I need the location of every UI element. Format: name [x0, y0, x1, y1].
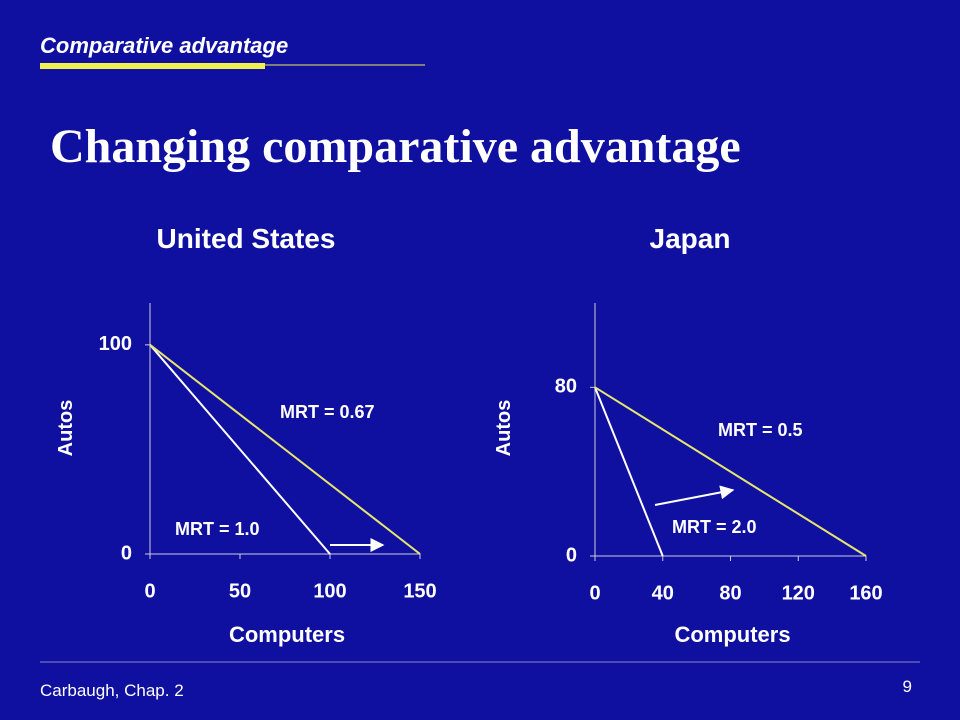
y-tick-label: 0	[121, 542, 132, 564]
series-line	[149, 344, 331, 555]
y-tick-label: 80	[555, 376, 577, 398]
y-tick-label: 100	[99, 333, 132, 355]
x-tick-label: 80	[719, 582, 741, 604]
series-line	[594, 386, 664, 557]
x-tick-label: 40	[652, 582, 674, 604]
annotation: MRT = 0.67	[280, 402, 375, 422]
y-axis-label: Autos	[493, 400, 515, 457]
chart-title: United States	[157, 223, 336, 254]
chart-title: Japan	[650, 223, 731, 254]
x-tick-label: 150	[403, 580, 436, 602]
x-axis-label: Computers	[674, 622, 790, 647]
x-tick-label: 50	[229, 580, 251, 602]
y-axis-label: Autos	[55, 400, 77, 457]
annotation: MRT = 2.0	[672, 517, 757, 537]
slide-title: Changing comparative advantage	[50, 120, 741, 173]
x-tick-label: 0	[144, 580, 155, 602]
x-tick-label: 160	[849, 582, 882, 604]
series-line	[594, 386, 867, 557]
x-tick-label: 0	[589, 582, 600, 604]
page-number: 9	[903, 677, 912, 696]
x-axis-label: Computers	[229, 622, 345, 647]
section-title: Comparative advantage	[40, 33, 288, 58]
series-line	[149, 344, 421, 555]
annotation: MRT = 1.0	[175, 519, 260, 539]
shift-arrow	[654, 485, 735, 506]
y-tick-label: 0	[566, 544, 577, 566]
annotation: MRT = 0.5	[718, 420, 803, 440]
x-tick-label: 100	[313, 580, 346, 602]
footer-source: Carbaugh, Chap. 2	[40, 681, 184, 700]
x-tick-label: 120	[782, 582, 815, 604]
